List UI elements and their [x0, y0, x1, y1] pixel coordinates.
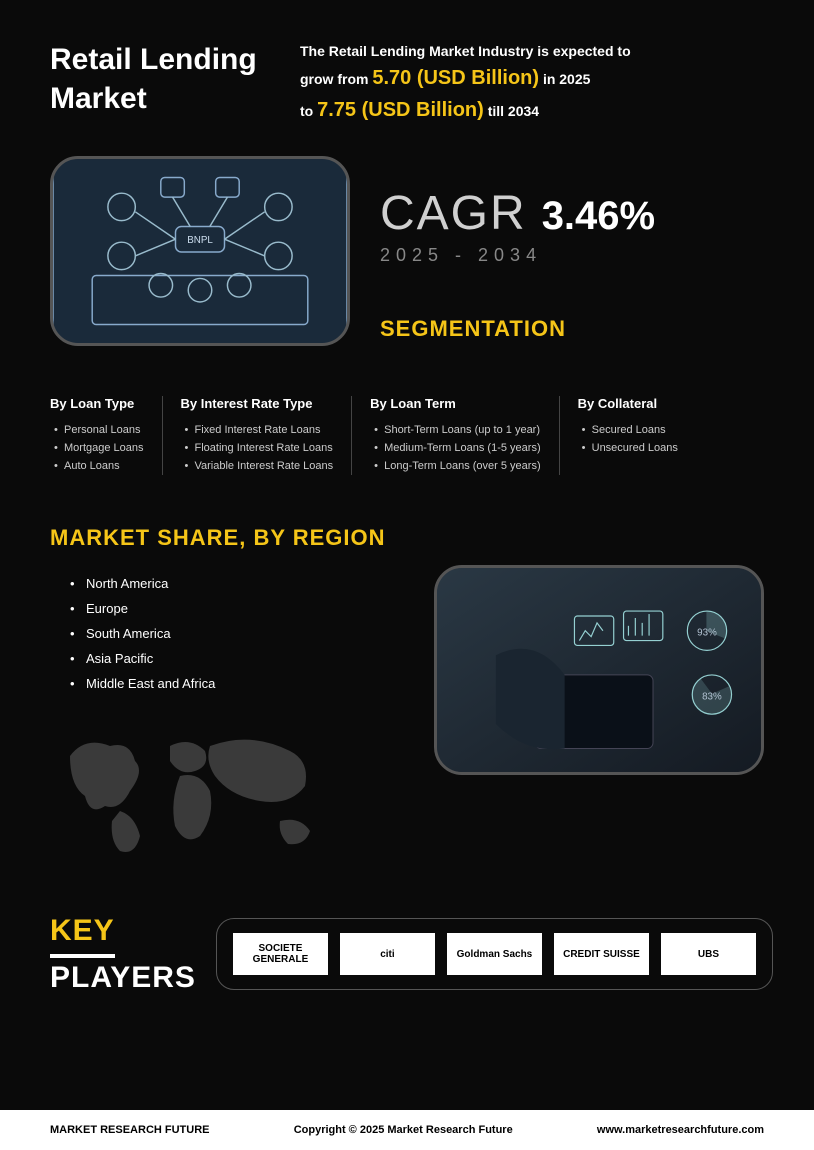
market-summary: The Retail Lending Market Industry is ex… — [300, 40, 764, 126]
kp-key: KEY — [50, 911, 115, 958]
segment-item: Medium-Term Loans (1-5 years) — [370, 439, 541, 457]
segment-item: Variable Interest Rate Loans — [181, 457, 334, 475]
summary-year-from: in 2025 — [543, 71, 590, 87]
segment-item: Mortgage Loans — [50, 439, 144, 457]
segment-heading: By Interest Rate Type — [181, 396, 334, 411]
segment-item: Long-Term Loans (over 5 years) — [370, 457, 541, 475]
region-item: Europe — [70, 596, 404, 621]
region-item: Middle East and Africa — [70, 671, 404, 696]
segment-item: Fixed Interest Rate Loans — [181, 421, 334, 439]
key-players-label: KEY PLAYERS — [50, 911, 196, 997]
summary-year-to: till 2034 — [488, 103, 539, 119]
svg-text:BNPL: BNPL — [187, 236, 213, 247]
footer-right: www.marketresearchfuture.com — [597, 1124, 764, 1136]
summary-line1: The Retail Lending Market Industry is ex… — [300, 43, 631, 59]
player-card: Goldman Sachs — [447, 933, 542, 975]
segment-heading: By Collateral — [578, 396, 678, 411]
footer-center: Copyright © 2025 Market Research Future — [294, 1124, 513, 1136]
kp-players: PLAYERS — [50, 961, 196, 994]
region-item: North America — [70, 571, 404, 596]
footer-left: MARKET RESEARCH FUTURE — [50, 1124, 210, 1136]
segmentation-grid: By Loan Type Personal LoansMortgage Loans… — [50, 396, 764, 475]
cagr-period: 2025 - 2034 — [380, 245, 764, 266]
cagr-block: CAGR 3.46% 2025 - 2034 SEGMENTATION — [380, 156, 764, 346]
player-card: UBS — [661, 933, 756, 975]
summary-grow-prefix: grow from — [300, 71, 368, 87]
segment-heading: By Loan Term — [370, 396, 541, 411]
segment-column: By Interest Rate Type Fixed Interest Rate… — [163, 396, 353, 475]
svg-text:93%: 93% — [697, 628, 717, 639]
cagr-value: 3.46% — [542, 194, 655, 239]
segment-item: Floating Interest Rate Loans — [181, 439, 334, 457]
segmentation-heading: SEGMENTATION — [380, 316, 764, 342]
svg-text:83%: 83% — [702, 692, 722, 703]
summary-value-from: 5.70 (USD Billion) — [372, 67, 539, 89]
segment-item: Short-Term Loans (up to 1 year) — [370, 421, 541, 439]
segment-column: By Loan Term Short-Term Loans (up to 1 ye… — [352, 396, 560, 475]
analytics-image: 93% 83% — [434, 565, 764, 775]
region-heading: MARKET SHARE, BY REGION — [50, 525, 404, 551]
segment-item: Unsecured Loans — [578, 439, 678, 457]
hero-image: BNPL — [50, 156, 350, 346]
player-card: citi — [340, 933, 435, 975]
player-card: CREDIT SUISSE — [554, 933, 649, 975]
footer: MARKET RESEARCH FUTURE Copyright © 2025 … — [0, 1110, 814, 1150]
world-map-icon — [50, 716, 330, 866]
players-box: SOCIETE GENERALE citi Goldman Sachs CREDIT … — [216, 918, 773, 990]
segment-heading: By Loan Type — [50, 396, 144, 411]
segment-item: Auto Loans — [50, 457, 144, 475]
summary-value-to: 7.75 (USD Billion) — [317, 99, 484, 121]
cagr-label: CAGR — [380, 186, 527, 241]
page-title: Retail Lending Market — [50, 40, 270, 126]
region-list: North AmericaEuropeSouth AmericaAsia Pac… — [50, 571, 404, 696]
segment-column: By Loan Type Personal LoansMortgage Loans… — [50, 396, 163, 475]
player-card: SOCIETE GENERALE — [233, 933, 328, 975]
region-item: Asia Pacific — [70, 646, 404, 671]
segment-column: By Collateral Secured LoansUnsecured Loan… — [560, 396, 696, 475]
segment-item: Secured Loans — [578, 421, 678, 439]
segment-item: Personal Loans — [50, 421, 144, 439]
region-item: South America — [70, 621, 404, 646]
summary-to-prefix: to — [300, 103, 313, 119]
